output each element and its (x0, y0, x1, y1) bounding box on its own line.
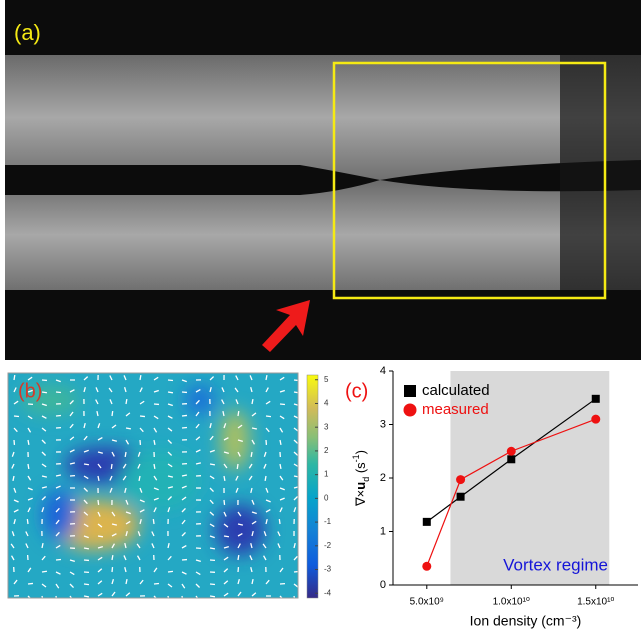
colorbar: 5 4 3 2 1 0 -1 -2 -3 -4 (307, 375, 332, 598)
flow-arrow (238, 555, 239, 560)
flow-arrow (279, 519, 280, 524)
y-tick-label: 1 (380, 525, 386, 537)
flow-arrow (182, 415, 187, 416)
y-axis-label-part: (s (353, 462, 368, 477)
colorbar-tick-label: 1 (324, 470, 329, 479)
flow-arrow (42, 571, 47, 572)
x-tick-label: 5.0x10⁹ (410, 597, 444, 608)
colorbar-tick-label: 5 (324, 375, 329, 384)
y-axis-label-part: ∇× (353, 490, 368, 507)
y-axis-label-part: -1 (351, 454, 361, 462)
y-tick-label: 4 (380, 365, 386, 377)
y-axis-label-part: u (353, 482, 368, 490)
flow-arrow (210, 584, 215, 585)
flow-arrow (112, 555, 113, 560)
flow-arrow (28, 440, 29, 445)
data-point (507, 455, 515, 463)
data-point (591, 415, 600, 424)
flow-arrow (266, 416, 271, 417)
colorbar-tick-label: 3 (324, 422, 329, 431)
flow-arrow (210, 464, 215, 465)
flow-arrow (251, 452, 252, 457)
panel-label: (a) (14, 20, 41, 45)
flow-arrow (84, 584, 89, 585)
annotation: Vortex regime (503, 555, 608, 574)
vector-map (8, 373, 299, 601)
flow-arrow (237, 464, 238, 469)
flow-arrow (111, 464, 112, 469)
flow-arrow (265, 476, 266, 481)
flow-arrow (210, 596, 215, 597)
flow-arrow (140, 375, 141, 380)
legend-marker (404, 385, 416, 397)
x-axis-label: Ion density (cm⁻³) (470, 613, 582, 629)
colorbar-tick-label: -3 (324, 565, 332, 574)
line-chart: 0 1 2 3 4 5.0x10⁹ 1.0x10¹⁰ 1.5x10¹⁰ calculated me… (345, 365, 638, 629)
flow-arrow (154, 464, 155, 469)
colorbar-tick-label: -1 (324, 517, 332, 526)
x-tick-label: 1.5x10¹⁰ (577, 597, 614, 608)
flow-arrow (112, 567, 113, 572)
flow-arrow (168, 571, 173, 572)
data-point (456, 475, 465, 484)
photo-panel: (a) (5, 0, 641, 360)
flow-arrow (224, 500, 225, 505)
colorbar-tick-label: 4 (324, 399, 329, 408)
colorbar-tick-label: -2 (324, 541, 332, 550)
flow-arrow (27, 519, 28, 524)
y-axis-label-part: ) (353, 450, 368, 454)
flow-arrow (168, 380, 173, 381)
y-tick-label: 0 (380, 579, 386, 591)
flow-arrow (84, 596, 89, 597)
colorbar-tick-label: 2 (324, 446, 329, 455)
data-point (507, 447, 516, 456)
colorbar-tick-label: 0 (324, 493, 329, 502)
y-tick-label: 3 (380, 418, 386, 430)
panel-label: (c) (345, 380, 368, 402)
flow-arrow (125, 452, 126, 457)
flow-arrow (224, 536, 229, 537)
legend-label: calculated (422, 382, 490, 399)
legend-label: measured (422, 401, 489, 418)
colorbar-scale (307, 375, 318, 598)
flow-arrow (28, 583, 33, 584)
flow-arrow (126, 428, 131, 429)
flow-arrow (84, 464, 89, 465)
flow-arrow (280, 404, 285, 405)
flow-arrow (224, 476, 225, 481)
flow-arrow (153, 519, 154, 524)
flow-arrow (140, 416, 145, 417)
y-tick-label: 2 (380, 472, 386, 484)
flow-arrow (84, 548, 89, 549)
data-point (422, 562, 431, 571)
flow-arrow (126, 399, 127, 404)
flow-arrow (168, 392, 173, 393)
data-point (592, 395, 600, 403)
legend-marker (404, 404, 417, 417)
flow-arrow (238, 411, 239, 416)
data-point (423, 518, 431, 526)
panel-label: (b) (18, 380, 42, 402)
y-axis-label: ∇×ud (s-1) (351, 450, 371, 507)
flow-arrow (42, 392, 47, 393)
flow-arrow (112, 411, 113, 416)
colorbar-tick-label: -4 (324, 588, 332, 597)
x-tick-label: 1.0x10¹⁰ (493, 597, 530, 608)
flow-arrow (98, 536, 103, 537)
figure: (a) (b) 5 4 3 2 1 0 -1 -2 -3 -4 0 1 2 3 4 5.0x10⁹ 1.0x1… (0, 0, 641, 633)
flow-arrow (14, 375, 15, 380)
flow-arrow (210, 548, 215, 549)
flow-arrow (28, 464, 29, 469)
flow-arrow (252, 399, 253, 404)
data-point (457, 493, 465, 501)
flow-arrow (98, 500, 99, 505)
